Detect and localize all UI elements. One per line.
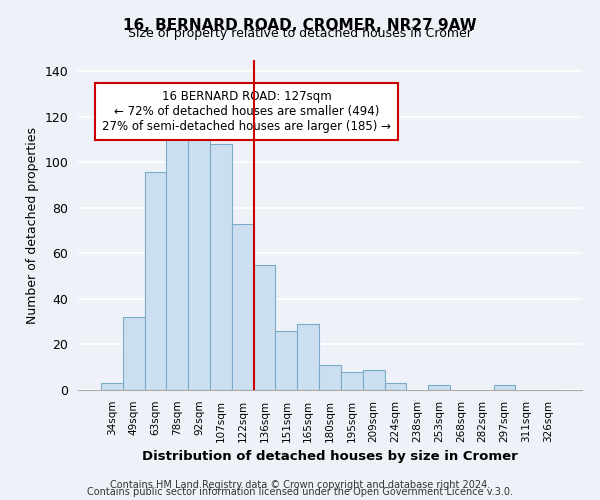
Bar bbox=[297, 324, 319, 390]
Y-axis label: Number of detached properties: Number of detached properties bbox=[26, 126, 39, 324]
Bar bbox=[101, 383, 123, 390]
Text: 16 BERNARD ROAD: 127sqm
← 72% of detached houses are smaller (494)
27% of semi-d: 16 BERNARD ROAD: 127sqm ← 72% of detache… bbox=[103, 90, 391, 132]
Text: Contains HM Land Registry data © Crown copyright and database right 2024.: Contains HM Land Registry data © Crown c… bbox=[110, 480, 490, 490]
Bar bbox=[232, 224, 254, 390]
Bar bbox=[385, 383, 406, 390]
Bar bbox=[145, 172, 166, 390]
Bar bbox=[363, 370, 385, 390]
Text: Size of property relative to detached houses in Cromer: Size of property relative to detached ho… bbox=[128, 28, 472, 40]
Bar bbox=[166, 90, 188, 390]
Bar bbox=[210, 144, 232, 390]
Bar bbox=[428, 386, 450, 390]
Bar bbox=[341, 372, 363, 390]
Text: 16, BERNARD ROAD, CROMER, NR27 9AW: 16, BERNARD ROAD, CROMER, NR27 9AW bbox=[123, 18, 477, 32]
Text: Contains public sector information licensed under the Open Government Licence v.: Contains public sector information licen… bbox=[87, 487, 513, 497]
Bar bbox=[494, 386, 515, 390]
Bar bbox=[123, 317, 145, 390]
X-axis label: Distribution of detached houses by size in Cromer: Distribution of detached houses by size … bbox=[142, 450, 518, 463]
Bar bbox=[319, 365, 341, 390]
Bar bbox=[188, 90, 210, 390]
Bar bbox=[254, 265, 275, 390]
Bar bbox=[275, 331, 297, 390]
